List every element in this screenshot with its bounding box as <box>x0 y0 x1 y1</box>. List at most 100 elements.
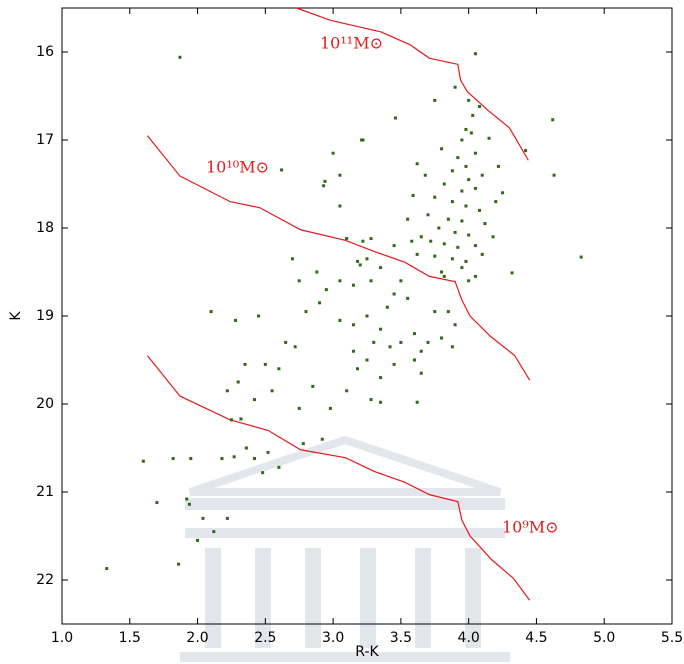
watermark <box>180 435 510 662</box>
data-point <box>338 204 342 208</box>
data-point <box>426 340 430 344</box>
data-point <box>311 384 315 388</box>
data-point <box>478 105 482 109</box>
y-tick-label: 16 <box>36 44 54 60</box>
data-point <box>423 173 427 177</box>
data-point <box>483 222 487 226</box>
data-point <box>369 237 373 241</box>
data-point <box>196 538 200 542</box>
data-point <box>379 376 383 380</box>
mass-track <box>146 355 531 601</box>
data-point <box>270 389 274 393</box>
data-point <box>277 465 281 469</box>
data-point <box>361 239 365 243</box>
data-point <box>415 400 419 404</box>
data-point <box>351 283 355 287</box>
data-point <box>318 301 322 305</box>
y-tick-label: 22 <box>36 572 54 588</box>
data-point <box>266 450 270 454</box>
data-point <box>209 310 213 314</box>
data-point <box>471 113 475 117</box>
data-point <box>467 98 471 102</box>
data-point <box>257 314 261 318</box>
x-axis-label: R-K <box>355 644 379 660</box>
data-point <box>358 263 362 267</box>
x-tick-label: 2.0 <box>186 630 208 646</box>
data-point <box>440 147 444 151</box>
data-point <box>464 164 468 168</box>
data-point <box>225 389 229 393</box>
data-point <box>442 274 446 278</box>
data-point <box>524 149 528 153</box>
data-point <box>229 418 233 422</box>
data-point <box>440 336 444 340</box>
data-point <box>365 257 369 261</box>
data-point <box>446 217 450 221</box>
data-point <box>460 189 464 193</box>
data-point <box>351 349 355 353</box>
data-point <box>406 217 410 221</box>
data-point <box>410 239 414 243</box>
data-point <box>388 345 392 349</box>
data-point <box>392 362 396 366</box>
data-point <box>510 271 514 275</box>
data-point <box>225 516 229 520</box>
data-point <box>155 501 159 505</box>
x-tick-label: 1.5 <box>119 630 141 646</box>
data-point <box>440 270 444 274</box>
data-point <box>244 446 248 450</box>
data-point <box>315 270 319 274</box>
data-point <box>338 318 342 322</box>
data-point <box>450 200 454 204</box>
y-axis-label: K <box>8 311 24 321</box>
x-tick-label: 5.5 <box>661 630 683 646</box>
y-tick-label: 21 <box>36 484 54 500</box>
data-point <box>379 400 383 404</box>
data-point <box>412 358 416 362</box>
data-point <box>369 279 373 283</box>
data-point <box>293 345 297 349</box>
data-point <box>243 362 247 366</box>
data-point <box>419 371 423 375</box>
data-point <box>187 502 191 506</box>
data-point <box>501 191 505 195</box>
data-point <box>464 204 468 208</box>
data-point <box>356 367 360 371</box>
data-point <box>464 259 468 263</box>
data-point <box>460 266 464 270</box>
data-point <box>478 208 482 212</box>
data-point <box>178 55 182 59</box>
data-point <box>419 235 423 239</box>
mass-track <box>296 7 529 161</box>
y-tick-label: 20 <box>36 396 54 412</box>
data-point <box>220 457 224 461</box>
data-point <box>345 237 349 241</box>
data-point <box>453 230 457 234</box>
data-point <box>487 136 491 140</box>
data-point <box>456 245 460 249</box>
data-point <box>297 406 301 410</box>
data-point <box>331 151 335 155</box>
data-point <box>171 457 175 461</box>
data-point <box>290 257 294 261</box>
data-point <box>456 156 460 160</box>
data-point <box>338 279 342 283</box>
data-point <box>261 471 265 475</box>
data-point <box>442 242 446 246</box>
data-point <box>467 279 471 283</box>
data-point <box>406 296 410 300</box>
data-point <box>415 252 419 256</box>
data-point <box>453 323 457 327</box>
data-point <box>429 239 433 243</box>
data-point <box>411 193 415 197</box>
y-tick-label: 17 <box>36 132 54 148</box>
data-point <box>232 455 236 459</box>
x-tick-label: 1.0 <box>51 630 73 646</box>
data-point <box>185 497 189 501</box>
data-point <box>328 406 332 410</box>
data-point <box>345 389 349 393</box>
data-point <box>480 252 484 256</box>
data-point <box>412 332 416 336</box>
data-point <box>297 279 301 283</box>
data-point <box>252 398 256 402</box>
